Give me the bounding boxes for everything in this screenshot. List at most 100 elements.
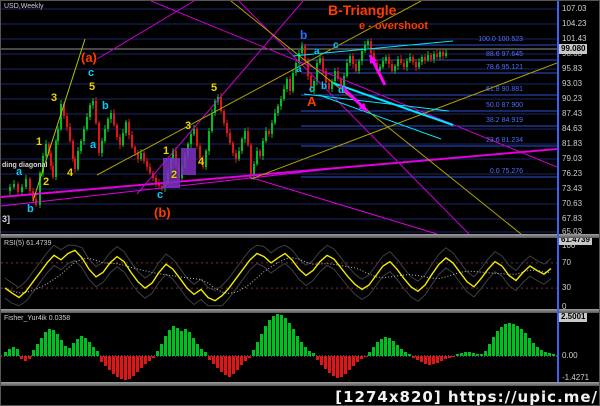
- fisher-bar: [412, 356, 415, 358]
- fisher-bar: [324, 356, 327, 369]
- candle-body: [424, 57, 426, 60]
- candle-body: [80, 141, 82, 151]
- fisher-bar: [136, 356, 139, 372]
- rsi-panel-canvas[interactable]: RSI(5) 61.4739: [1, 238, 557, 309]
- fisher-bar: [300, 342, 303, 356]
- fisher-panel-canvas[interactable]: Fisher_Yur4ik 0.0358: [1, 313, 557, 382]
- fisher-axis-label: 0.00: [562, 351, 578, 360]
- candle-body: [193, 129, 195, 134]
- candle-body: [137, 153, 139, 159]
- wave-label: c: [88, 67, 95, 79]
- fisher-bar: [252, 350, 255, 356]
- candle-body: [313, 81, 315, 91]
- fisher-bar: [124, 356, 127, 380]
- fisher-bar: [440, 356, 443, 361]
- candle-body: [95, 101, 97, 123]
- fisher-bar: [8, 349, 11, 356]
- candle-body: [382, 61, 384, 67]
- fisher-bar: [316, 356, 319, 360]
- candle-body: [149, 167, 151, 173]
- highlight-box: [181, 148, 196, 175]
- wave-label: d: [338, 85, 345, 96]
- rsi-upper-band: [4, 244, 552, 292]
- candle-body: [247, 131, 249, 145]
- candle-body: [110, 113, 112, 119]
- fisher-bar: [532, 343, 535, 356]
- price-axis-label: 104.23: [562, 19, 587, 28]
- fisher-bar: [192, 338, 195, 356]
- price-axis-label: 87.43: [562, 109, 583, 118]
- fisher-bar: [396, 345, 399, 356]
- price-axis-label: 67.83: [562, 214, 583, 223]
- fisher-bar: [272, 316, 275, 356]
- fisher-bar: [376, 342, 379, 356]
- candle-body: [122, 133, 124, 145]
- panel-separator[interactable]: [1, 234, 599, 238]
- candle-body: [69, 127, 71, 141]
- rsi-axis-label: 70: [562, 258, 571, 267]
- candle-body: [161, 186, 163, 188]
- candle-body: [128, 122, 130, 135]
- fisher-bar: [172, 326, 175, 356]
- candle-body: [253, 164, 255, 176]
- candle-body: [29, 179, 31, 191]
- fisher-bar: [544, 352, 547, 356]
- fisher-drawing: [1, 314, 557, 380]
- fisher-bar: [108, 356, 111, 370]
- fisher-bar: [420, 356, 423, 362]
- fisher-bar: [360, 356, 363, 359]
- candle-body: [427, 55, 429, 60]
- fib-level-label: 100.0 100.523: [478, 36, 523, 43]
- fisher-bar: [220, 356, 223, 372]
- fisher-bar: [152, 356, 155, 358]
- candle-body: [244, 131, 246, 139]
- fisher-bar: [204, 352, 207, 356]
- candle-body: [77, 151, 79, 169]
- fisher-bar: [504, 324, 507, 356]
- candle-body: [52, 166, 54, 177]
- candle-body: [280, 99, 282, 106]
- candle-body: [119, 137, 121, 145]
- fisher-bar: [240, 356, 243, 365]
- candle-body: [134, 147, 136, 153]
- candle-body: [268, 131, 270, 134]
- fisher-bar: [208, 356, 211, 360]
- candle-body: [107, 119, 109, 129]
- fisher-bar: [88, 342, 91, 356]
- candle-body: [385, 57, 387, 61]
- main-chart-canvas[interactable]: 100.0 100.523 88.6 97.645 78.6 95.121 61.8 …: [1, 1, 557, 234]
- fisher-bar: [84, 338, 87, 356]
- fisher-bar: [160, 344, 163, 356]
- wave-label: 4: [67, 167, 74, 179]
- fisher-bar: [500, 327, 503, 356]
- fisher-bar: [268, 320, 271, 356]
- fisher-axis[interactable]: 0.00 -1.4271 2.5001: [559, 312, 599, 382]
- panel-separator[interactable]: [1, 309, 599, 313]
- candle-body: [55, 141, 57, 177]
- wave-label: c: [157, 189, 164, 201]
- fisher-bar: [332, 356, 335, 376]
- price-axis-label: 93.03: [562, 79, 583, 88]
- fisher-bar: [308, 351, 311, 356]
- price-axis[interactable]: 107.03104.23101.4398.6395.8393.0390.2387…: [559, 1, 599, 236]
- wave-label: a: [16, 166, 23, 178]
- candle-body: [45, 144, 47, 156]
- rsi-axis[interactable]: 100 70 30 0 61.4739: [559, 235, 599, 311]
- fisher-bar: [508, 323, 511, 356]
- candle-body: [421, 57, 423, 62]
- fisher-bar: [460, 353, 463, 356]
- fisher-bar: [256, 342, 259, 356]
- candle-body: [104, 129, 106, 141]
- fisher-bar: [536, 347, 539, 356]
- candle-body: [208, 131, 210, 151]
- candle-body: [292, 73, 294, 91]
- fisher-bar: [352, 356, 355, 366]
- fisher-bar: [228, 356, 231, 377]
- fisher-bar: [224, 356, 227, 375]
- candle-body: [346, 63, 348, 76]
- fisher-bar: [20, 356, 23, 359]
- candle-body: [63, 104, 65, 116]
- rsi-line: [4, 249, 552, 302]
- trend-line: [303, 93, 450, 112]
- panel-separator[interactable]: [1, 382, 599, 386]
